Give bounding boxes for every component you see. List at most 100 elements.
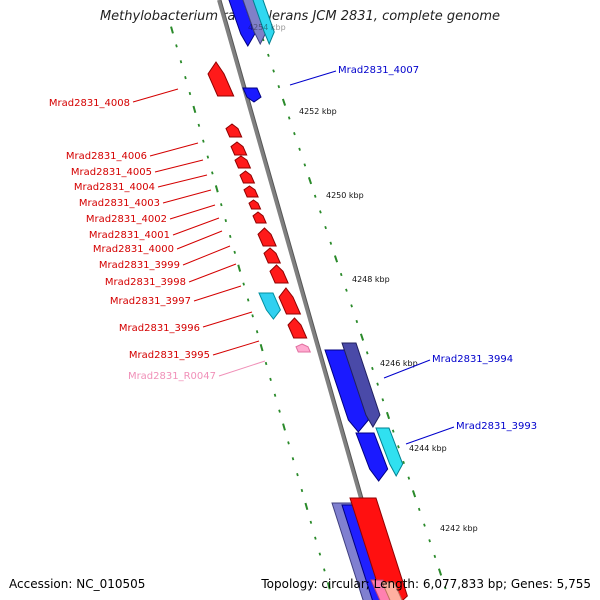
gene-label-leader xyxy=(172,217,220,236)
gene-top-purple[interactable] xyxy=(236,0,267,46)
gene-4007[interactable] xyxy=(242,87,262,103)
gene-label[interactable]: Mrad2831_3995 xyxy=(129,350,210,361)
gene-labels: Mrad2831_4007 Mrad2831_4008 Mrad2831_4006 M… xyxy=(49,65,537,445)
tick-dot-right xyxy=(319,210,322,214)
gene-4000[interactable] xyxy=(252,211,267,224)
gene-4008[interactable] xyxy=(207,61,235,97)
gene-3995[interactable] xyxy=(287,317,308,339)
tick-label-2: 4250 kbp xyxy=(326,191,364,200)
gene-4003[interactable] xyxy=(239,170,256,184)
tick-dot-right xyxy=(267,53,270,57)
tick-dot-right xyxy=(433,554,437,559)
gene-bottom-peach[interactable] xyxy=(381,581,403,600)
gene-top-blue[interactable] xyxy=(222,0,256,47)
gene-label-leader xyxy=(176,230,223,250)
gene-label[interactable]: Mrad2831_R0047 xyxy=(128,371,216,382)
tick-dot-right xyxy=(298,147,301,151)
tick-dot-right xyxy=(350,304,353,308)
tick-dot-left xyxy=(192,105,197,114)
tick-dot-left xyxy=(175,44,178,48)
gene-4005[interactable] xyxy=(230,141,248,156)
gene-3996b[interactable] xyxy=(258,292,281,320)
tick-dot-right xyxy=(281,98,287,106)
gene-R0047[interactable] xyxy=(295,343,312,353)
tick-dot-left xyxy=(224,218,228,223)
gene-label[interactable]: Mrad2831_3996 xyxy=(119,323,200,334)
gene-4002[interactable] xyxy=(243,185,259,198)
tick-dot-left xyxy=(300,488,304,493)
tick-dot-right xyxy=(423,523,426,527)
tick-dot-right xyxy=(402,460,405,465)
gene-label-leader xyxy=(193,285,242,302)
kbp-ticks: 4254 kbp 4252 kbp 4250 kbp 4248 kbp 4246 kbp… xyxy=(248,23,478,533)
gene-top-cyan[interactable] xyxy=(246,0,275,46)
gene-label[interactable]: Mrad2831_4004 xyxy=(74,182,155,193)
gene-3994b[interactable] xyxy=(341,342,381,428)
feature-track xyxy=(207,0,408,600)
tick-dot-left xyxy=(264,361,268,366)
tick-dot-left xyxy=(233,250,236,254)
tick-dot-left xyxy=(304,502,309,511)
tick-dot-right xyxy=(385,411,391,420)
accession-text: Accession: NC_010505 xyxy=(9,577,146,591)
gene-4004[interactable] xyxy=(234,155,252,169)
tick-dot-left xyxy=(282,423,286,431)
tick-dot-right xyxy=(365,351,369,355)
gene-3996[interactable] xyxy=(278,287,302,315)
gene-3999[interactable] xyxy=(257,227,277,247)
tick-dot-right xyxy=(272,69,275,73)
gene-3993b[interactable] xyxy=(375,427,404,478)
tick-dot-right xyxy=(287,116,291,120)
gene-3994[interactable] xyxy=(324,349,369,433)
tick-dot-right xyxy=(345,288,348,292)
gene-4001[interactable] xyxy=(248,199,262,210)
tick-dot-left xyxy=(237,264,242,272)
gene-4006[interactable] xyxy=(225,123,243,138)
gene-label-leader xyxy=(169,204,216,220)
gene-label[interactable]: Mrad2831_4008 xyxy=(49,98,130,109)
tick-dot-right xyxy=(376,382,379,386)
gene-3997[interactable] xyxy=(269,264,289,284)
tick-label-1: 4252 kbp xyxy=(299,107,337,116)
gene-label[interactable]: Mrad2831_3998 xyxy=(105,277,186,288)
gene-label[interactable]: Mrad2831_3994 xyxy=(432,354,513,365)
tick-dot-left xyxy=(255,330,259,334)
gene-label-leader xyxy=(289,70,337,86)
gene-label[interactable]: Mrad2831_3997 xyxy=(110,296,191,307)
gene-label[interactable]: Mrad2831_4000 xyxy=(93,244,174,255)
gene-label[interactable]: Mrad2831_4005 xyxy=(71,167,152,178)
tick-label-0: 4254 kbp xyxy=(248,23,286,32)
tick-dot-left xyxy=(214,185,219,193)
tick-dot-left xyxy=(314,536,317,540)
gene-label[interactable]: Mrad2831_4003 xyxy=(79,198,160,209)
tick-dot-left xyxy=(259,343,264,352)
tick-dot-right xyxy=(324,225,327,230)
gene-label-leader xyxy=(212,340,260,356)
gene-label[interactable]: Mrad2831_4006 xyxy=(66,151,147,162)
gene-bottom-pink[interactable] xyxy=(370,579,393,600)
tick-dot-right xyxy=(277,85,281,89)
tick-dot-right xyxy=(333,255,339,263)
gene-3998[interactable] xyxy=(263,247,282,264)
gene-3993[interactable] xyxy=(355,432,389,482)
gene-label[interactable]: Mrad2831_3993 xyxy=(456,421,537,432)
gene-label[interactable]: Mrad2831_4002 xyxy=(86,214,167,225)
tick-dot-left xyxy=(291,457,295,461)
tick-dot-right xyxy=(307,176,313,185)
tick-dot-left xyxy=(269,377,272,381)
tick-dot-left xyxy=(211,171,214,175)
tick-dot-left xyxy=(287,441,290,445)
gene-label-leader xyxy=(383,359,431,379)
gene-label-leader xyxy=(188,263,237,283)
tick-dot-left xyxy=(309,520,313,524)
genome-summary-text: Topology: circular; Length: 6,077,833 bp… xyxy=(261,577,591,591)
tick-dot-right xyxy=(443,586,447,590)
gene-label[interactable]: Mrad2831_3999 xyxy=(99,260,180,271)
gene-label-leader xyxy=(202,311,253,328)
tick-dot-right xyxy=(359,333,365,341)
tick-label-4: 4246 kbp xyxy=(380,359,418,368)
tick-dot-left xyxy=(273,393,277,397)
gene-label[interactable]: Mrad2831_4007 xyxy=(338,65,419,76)
gene-label[interactable]: Mrad2831_4001 xyxy=(89,230,170,241)
